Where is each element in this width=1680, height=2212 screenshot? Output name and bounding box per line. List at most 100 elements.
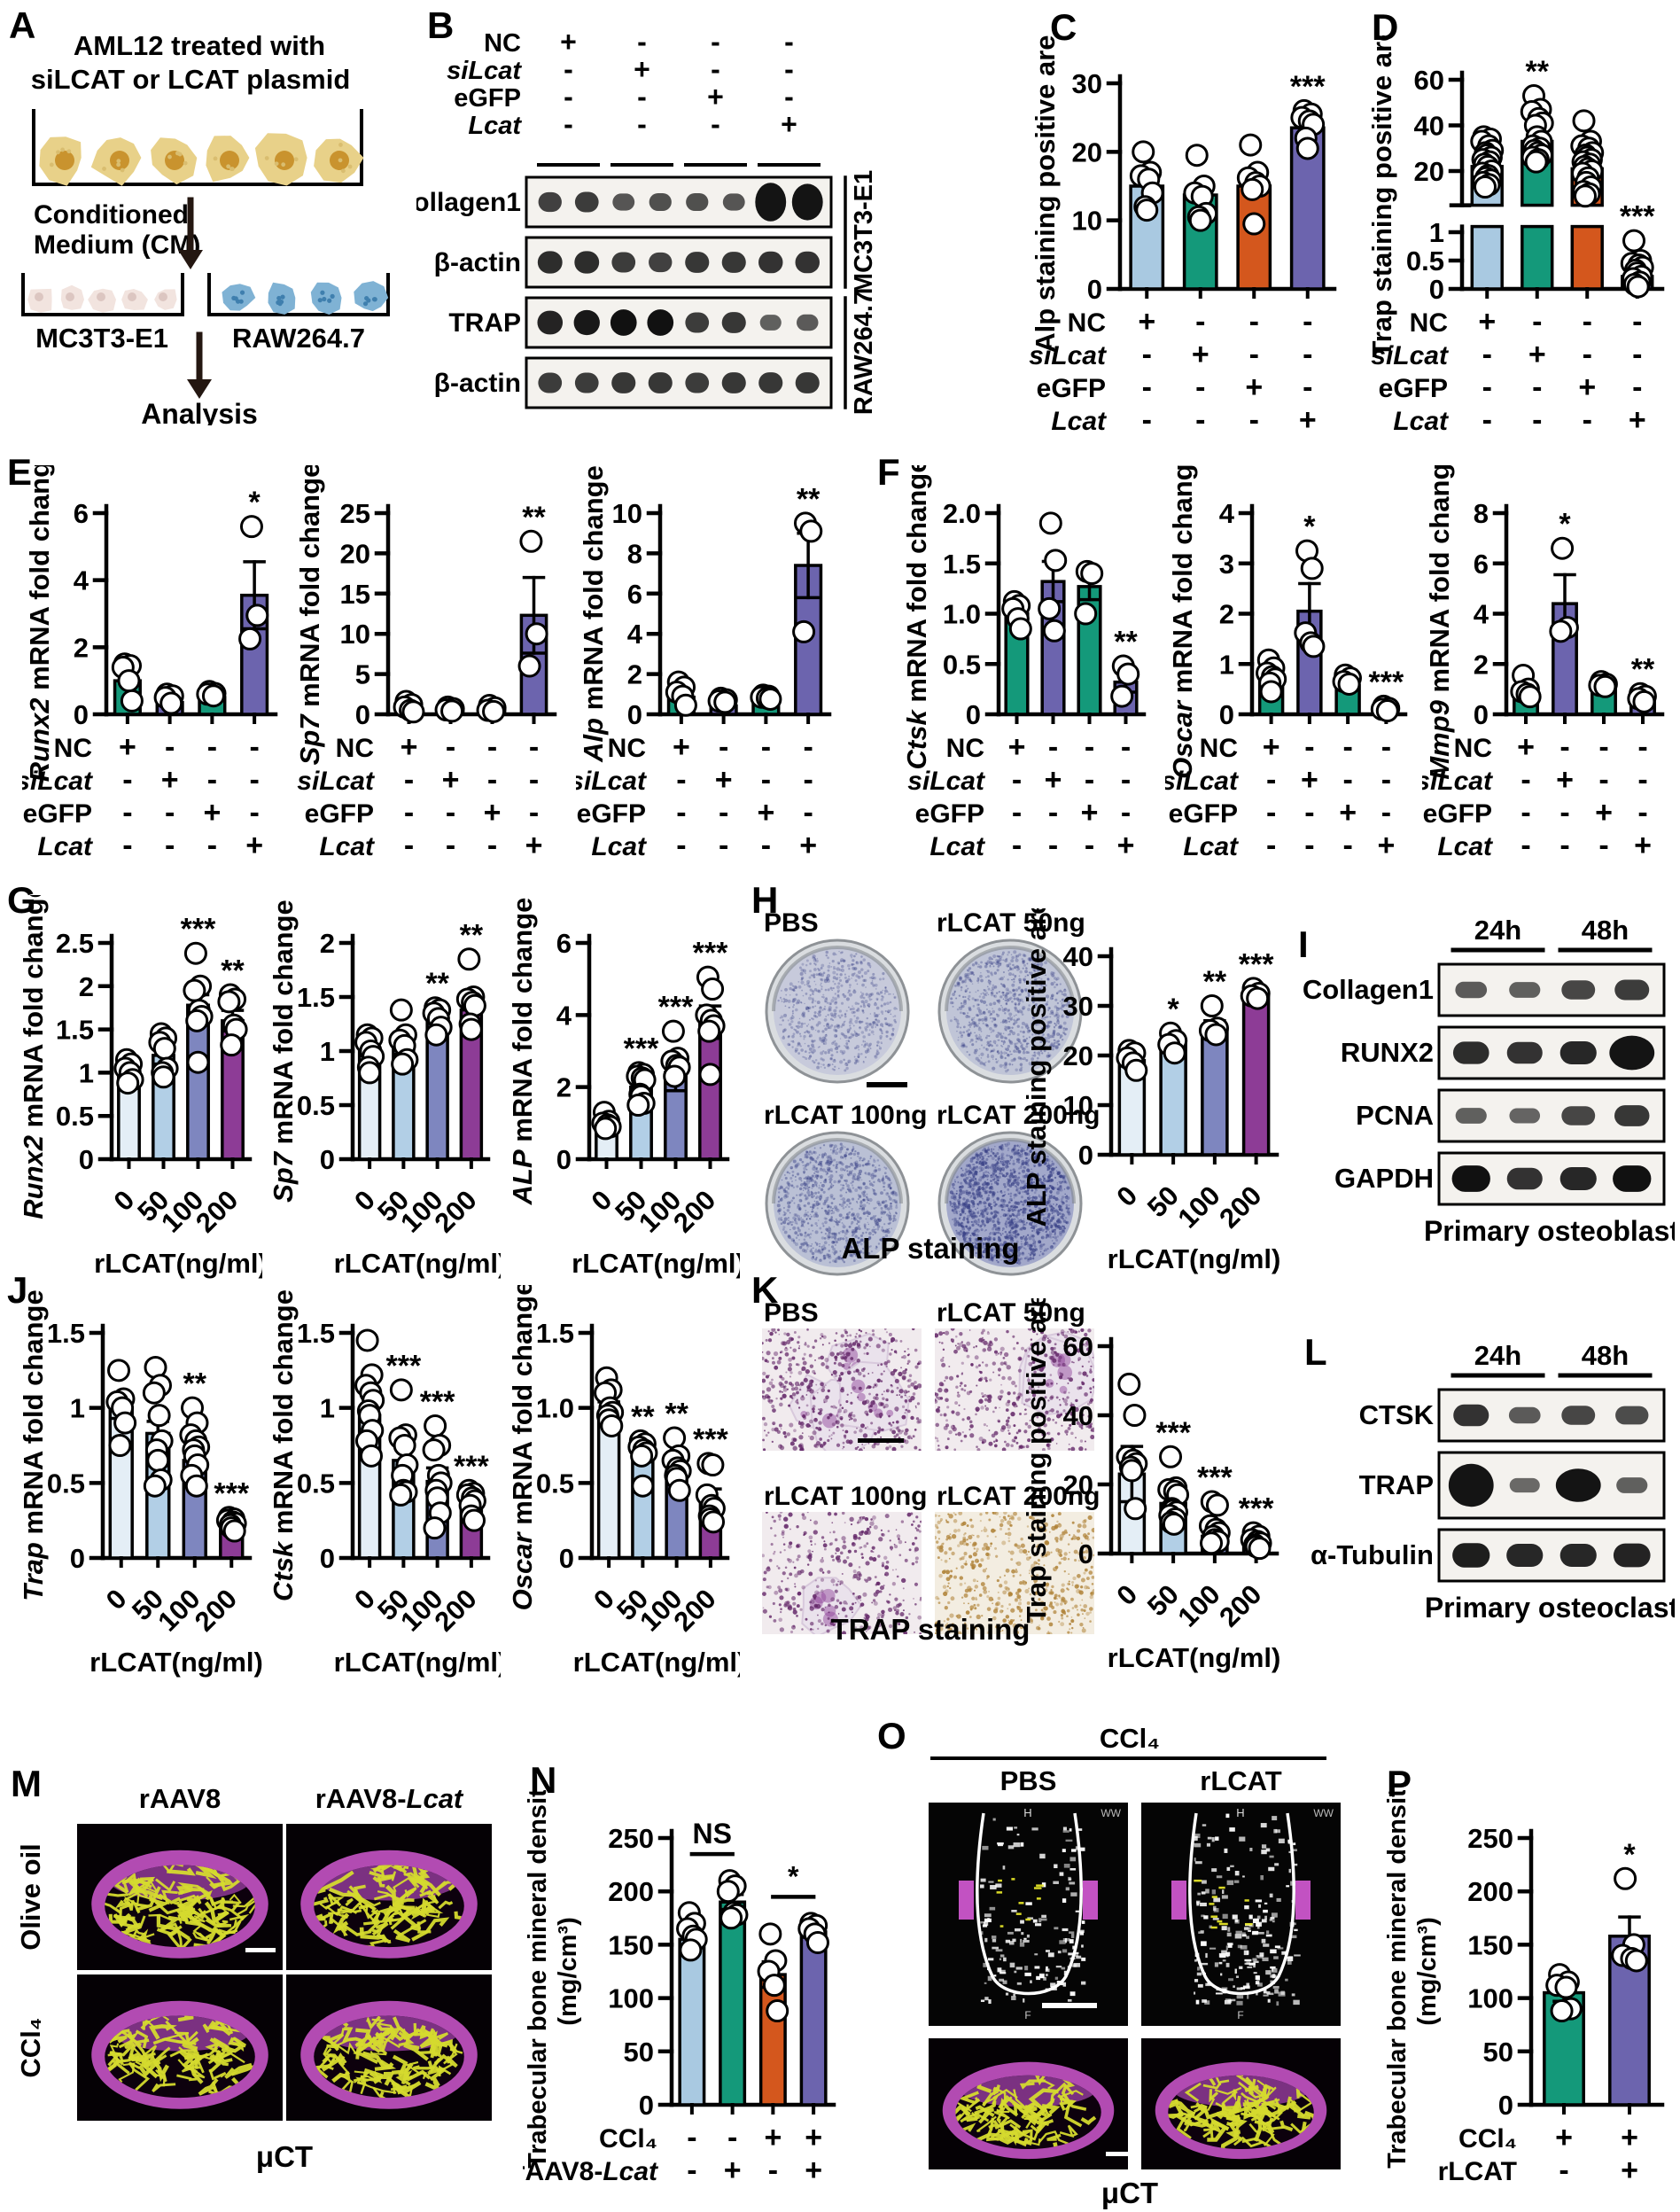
trap-staining-fields: PBS rLCAT 50ng rLCAT 100ng rLCAT 200ng TRAP … <box>758 1294 1103 1657</box>
svg-text:+: + <box>1081 796 1099 830</box>
svg-text:-: - <box>1266 829 1276 862</box>
chart-oscar-mrna: 0 1 2 3 4 Oscar mRNA fold change * *** NC + - - - siL… <box>1161 448 1418 868</box>
chart-trap-mrna-dose: 0 0.5 1 1.5 Trap mRNA fold change ** *** 0 50 100… <box>16 1285 263 1693</box>
svg-text:-: - <box>1521 829 1530 862</box>
svg-text:NC: NC <box>54 734 92 763</box>
svg-text:-: - <box>249 796 259 830</box>
svg-text:***: *** <box>693 937 728 970</box>
svg-text:6: 6 <box>556 928 572 959</box>
svg-text:eGFP: eGFP <box>915 799 984 829</box>
svg-text:-: - <box>1304 730 1314 764</box>
svg-text:**: ** <box>797 482 821 516</box>
svg-text:-: - <box>719 829 728 862</box>
svg-text:β-actin: β-actin <box>434 248 521 277</box>
svg-text:siLCAT or LCAT plasmid: siLCAT or LCAT plasmid <box>31 64 351 95</box>
svg-text:40: 40 <box>1414 110 1444 141</box>
svg-text:eGFP: eGFP <box>1379 374 1448 403</box>
svg-text:25: 25 <box>340 498 370 529</box>
svg-text:-: - <box>529 796 539 830</box>
svg-text:-: - <box>1532 403 1542 437</box>
svg-text:-: - <box>1342 763 1352 797</box>
svg-text:Runx2 mRNA fold change: Runx2 mRNA fold change <box>18 895 49 1219</box>
panel-i-label: I <box>1298 923 1309 965</box>
chart-trabecular-bmd-raav8: 0 50 100 150 200 250 Trabecular bone mineral d… <box>515 1774 846 2193</box>
svg-text:β-actin: β-actin <box>434 369 521 398</box>
svg-text:-: - <box>1266 796 1276 830</box>
svg-text:+: + <box>245 829 263 862</box>
svg-text:**: ** <box>1631 653 1655 687</box>
panel-e-label: E <box>7 451 33 493</box>
svg-text:eGFP: eGFP <box>23 799 92 829</box>
svg-text:-: - <box>487 763 497 797</box>
svg-text:-: - <box>1249 403 1259 437</box>
svg-text:Alp staining positive area: Alp staining positive area <box>1030 35 1061 353</box>
svg-text:-: - <box>1085 730 1094 764</box>
svg-text:15: 15 <box>340 579 370 610</box>
svg-text:20: 20 <box>1072 136 1102 167</box>
svg-text:8: 8 <box>1474 498 1489 529</box>
svg-text:**: ** <box>221 954 245 988</box>
svg-text:0: 0 <box>79 1144 94 1175</box>
svg-text:200: 200 <box>667 1184 721 1238</box>
svg-text:-: - <box>207 730 217 764</box>
svg-text:eGFP: eGFP <box>577 799 646 829</box>
svg-text:-: - <box>1012 796 1022 830</box>
svg-text:-: - <box>1085 829 1094 862</box>
svg-text:+: + <box>161 763 179 797</box>
svg-text:ALP mRNA fold change: ALP mRNA fold change <box>507 898 538 1206</box>
svg-text:+: + <box>1595 796 1613 830</box>
svg-text:+: + <box>1634 829 1652 862</box>
svg-text:-: - <box>564 53 573 85</box>
svg-text:Lcat: Lcat <box>1183 832 1240 861</box>
svg-text:0: 0 <box>1219 699 1234 730</box>
panel-o-label: O <box>877 1715 906 1756</box>
svg-text:6: 6 <box>627 579 642 610</box>
svg-text:-: - <box>803 796 813 830</box>
svg-text:-: - <box>1583 403 1592 437</box>
panel-l-label: L <box>1304 1331 1327 1373</box>
svg-text:-: - <box>719 796 728 830</box>
svg-text:2: 2 <box>79 971 94 1002</box>
svg-text:-: - <box>1482 370 1492 404</box>
svg-text:-: - <box>1521 796 1530 830</box>
svg-text:NC: NC <box>608 734 646 763</box>
panel-f-label: F <box>877 451 900 493</box>
svg-text:2.5: 2.5 <box>56 928 94 959</box>
svg-text:-: - <box>1598 730 1608 764</box>
svg-text:-: - <box>122 829 132 862</box>
svg-text:2.0: 2.0 <box>943 498 981 529</box>
svg-text:-: - <box>784 53 794 85</box>
svg-text:2: 2 <box>627 659 642 690</box>
svg-text:4: 4 <box>627 619 643 650</box>
western-blot-mc3t3-raw264: NC+---siLcat-+--eGFP--+-Lcat---+Collagen… <box>394 16 899 415</box>
svg-text:Lcat: Lcat <box>929 832 986 861</box>
svg-text:-: - <box>1303 370 1312 404</box>
svg-text:+: + <box>1377 829 1395 862</box>
svg-text:-: - <box>1637 763 1647 797</box>
svg-text:Oscar mRNA fold change: Oscar mRNA fold change <box>1167 465 1198 779</box>
svg-text:-: - <box>1598 763 1608 797</box>
svg-text:siLcat: siLcat <box>907 767 986 796</box>
svg-text:2: 2 <box>320 928 335 959</box>
svg-text:0: 0 <box>627 699 642 730</box>
svg-text:MC3T3-E1: MC3T3-E1 <box>35 323 168 354</box>
svg-text:Ctsk mRNA fold change: Ctsk mRNA fold change <box>901 465 932 769</box>
svg-text:-: - <box>529 763 539 797</box>
svg-text:eGFP: eGFP <box>305 799 374 829</box>
svg-text:rLCAT 50ng: rLCAT 50ng <box>937 908 1085 938</box>
svg-text:-: - <box>249 730 259 764</box>
svg-text:Lcat: Lcat <box>591 832 648 861</box>
svg-text:10: 10 <box>340 619 370 650</box>
svg-text:1: 1 <box>1429 217 1444 248</box>
svg-text:-: - <box>1637 796 1647 830</box>
svg-text:1.5: 1.5 <box>297 982 335 1013</box>
svg-text:-: - <box>719 730 728 764</box>
svg-text:+: + <box>203 796 221 830</box>
chart-alp-staining-positive-area: 0 10 20 30 Alp staining positive area *** NC + -… <box>1028 19 1347 443</box>
svg-text:-: - <box>1381 796 1391 830</box>
svg-text:+: + <box>401 730 418 764</box>
svg-text:PBS: PBS <box>764 908 819 938</box>
svg-text:eGFP: eGFP <box>454 84 521 113</box>
svg-text:2: 2 <box>1219 599 1234 630</box>
svg-text:Runx2 mRNA fold change: Runx2 mRNA fold change <box>24 465 55 782</box>
